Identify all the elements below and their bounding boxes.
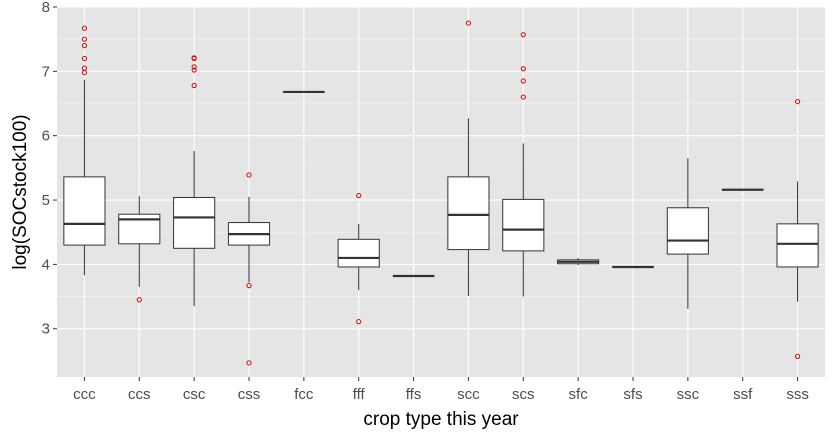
x-tick-label: ccc [73, 386, 96, 403]
outlier-point [794, 353, 801, 360]
outlier-point [520, 78, 526, 84]
x-axis: ccc ccs csc css fcc fff ffs scc scs sfc sfs ssc ssf s… [73, 377, 809, 403]
box-body [502, 198, 545, 252]
y-tick-label: 7 [42, 63, 50, 80]
box-body [63, 176, 106, 246]
outlier-point [246, 172, 252, 178]
outlier-point [356, 319, 362, 325]
outlier-point [81, 70, 88, 76]
outlier-point [246, 283, 252, 289]
box-sss [776, 98, 819, 360]
x-tick-label: ffs [406, 386, 422, 403]
outlier-point [520, 32, 526, 38]
outlier-point [191, 82, 197, 89]
x-tick-label: sfs [623, 386, 642, 403]
box-ccc [63, 25, 106, 276]
x-tick-label: fcc [294, 386, 314, 403]
outlier-point [356, 192, 362, 199]
y-tick-label: 6 [42, 128, 50, 145]
box-fff [337, 192, 380, 325]
x-tick-label: fff [353, 386, 366, 403]
box-ssc [666, 158, 709, 309]
box-scc [447, 20, 490, 296]
y-tick-label: 8 [42, 0, 50, 16]
x-tick-label: scc [457, 386, 480, 403]
y-axis-title: log(SOCstock100) [10, 114, 31, 269]
y-tick-label: 5 [42, 192, 50, 209]
box-series [63, 20, 819, 366]
outlier-point [520, 94, 526, 100]
x-tick-label: ccs [128, 386, 151, 403]
outlier-point [136, 297, 142, 303]
outlier-point [81, 55, 88, 62]
x-tick-label: sss [786, 386, 809, 403]
outlier-point [81, 25, 88, 31]
x-tick-label: ssc [677, 386, 700, 403]
y-tick-label: 3 [42, 321, 50, 338]
outlier-point [81, 43, 88, 49]
box-sfc [557, 257, 600, 266]
y-axis: 3 4 5 6 7 8 [42, 0, 57, 338]
box-scs [502, 32, 545, 297]
plot-panel [57, 7, 825, 377]
outlier-point [191, 67, 197, 73]
x-tick-label: scs [512, 386, 535, 403]
x-tick-label: sfc [569, 386, 589, 403]
outlier-point [465, 20, 472, 26]
box-body [447, 176, 490, 251]
box-body [776, 223, 819, 268]
outlier-point [520, 66, 526, 72]
x-tick-label: ssf [733, 386, 753, 403]
box-body [173, 196, 216, 249]
box-body [666, 207, 709, 255]
x-tick-label: css [238, 386, 261, 403]
box-body [337, 238, 380, 268]
x-tick-label: csc [183, 386, 206, 403]
y-tick-label: 4 [42, 256, 50, 273]
outlier-point [81, 36, 88, 42]
box-csc [173, 55, 216, 307]
outlier-point [191, 64, 197, 70]
outlier-point [191, 55, 197, 62]
box-css [227, 172, 271, 366]
outlier-point [246, 360, 252, 366]
box-ccs [118, 196, 161, 303]
x-axis-title: crop type this year [363, 409, 519, 430]
outlier-point [794, 98, 801, 105]
